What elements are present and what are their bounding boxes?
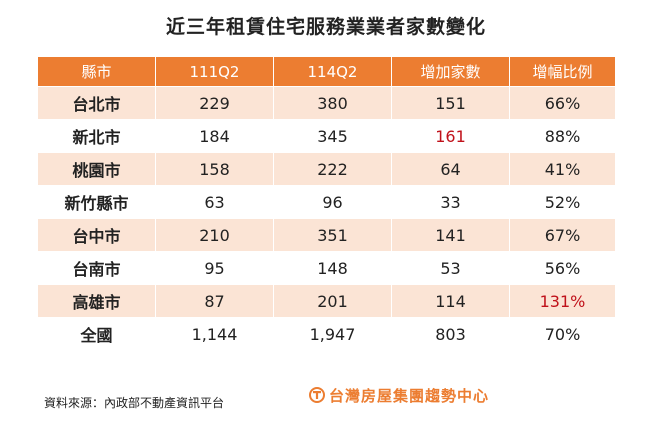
count-111q2-cell: 95 — [155, 251, 274, 285]
count-111q2-cell: 229 — [155, 86, 274, 120]
table-row: 新竹縣市 63 96 33 52% — [37, 185, 616, 219]
column-header-increase: 增加家數 — [391, 56, 510, 87]
county-cell: 新竹縣市 — [37, 185, 156, 219]
count-114q2-cell: 1,947 — [273, 317, 392, 351]
county-cell: 高雄市 — [37, 284, 156, 318]
table-row: 桃園市 158 222 64 41% — [37, 152, 616, 186]
increase-cell: 151 — [391, 86, 510, 120]
column-header-growth-rate: 增幅比例 — [509, 56, 616, 87]
county-cell: 桃園市 — [37, 152, 156, 186]
count-111q2-cell: 210 — [155, 218, 274, 252]
count-114q2-cell: 345 — [273, 119, 392, 153]
taiwan-realty-logo-icon — [309, 387, 325, 403]
table-row: 新北市 184 345 161 88% — [37, 119, 616, 153]
increase-cell: 33 — [391, 185, 510, 219]
count-114q2-cell: 201 — [273, 284, 392, 318]
county-cell: 台中市 — [37, 218, 156, 252]
table-row: 高雄市 87 201 114 131% — [37, 284, 616, 318]
table-row-total: 全國 1,144 1,947 803 70% — [37, 317, 616, 351]
table-row: 台南市 95 148 53 56% — [37, 251, 616, 285]
county-cell: 新北市 — [37, 119, 156, 153]
increase-cell: 803 — [391, 317, 510, 351]
count-114q2-cell: 148 — [273, 251, 392, 285]
growth-rate-cell: 67% — [509, 218, 616, 252]
growth-rate-cell: 70% — [509, 317, 616, 351]
count-111q2-cell: 158 — [155, 152, 274, 186]
brand-logo-text: 台灣房屋集團趨勢中心 — [329, 386, 490, 405]
count-111q2-cell: 87 — [155, 284, 274, 318]
count-114q2-cell: 222 — [273, 152, 392, 186]
count-114q2-cell: 351 — [273, 218, 392, 252]
brand-logo: 台灣房屋集團趨勢中心 — [309, 384, 489, 406]
data-table: 縣市 111Q2 114Q2 增加家數 增幅比例 台北市 229 380 151… — [37, 56, 616, 351]
increase-cell: 114 — [391, 284, 510, 318]
page-title: 近三年租賃住宅服務業業者家數變化 — [165, 16, 486, 38]
source-note: 資料來源：內政部不動產資訊平台 — [44, 396, 225, 410]
increase-cell: 161 — [391, 119, 510, 153]
growth-rate-cell: 41% — [509, 152, 616, 186]
increase-cell: 64 — [391, 152, 510, 186]
increase-cell: 141 — [391, 218, 510, 252]
county-cell: 全國 — [37, 317, 156, 351]
county-cell: 台南市 — [37, 251, 156, 285]
count-111q2-cell: 63 — [155, 185, 274, 219]
count-114q2-cell: 96 — [273, 185, 392, 219]
column-header-111q2: 111Q2 — [155, 56, 274, 87]
count-114q2-cell: 380 — [273, 86, 392, 120]
count-111q2-cell: 184 — [155, 119, 274, 153]
growth-rate-cell: 56% — [509, 251, 616, 285]
table-row: 台北市 229 380 151 66% — [37, 86, 616, 120]
growth-rate-cell: 52% — [509, 185, 616, 219]
growth-rate-cell: 131% — [509, 284, 616, 318]
increase-cell: 53 — [391, 251, 510, 285]
growth-rate-cell: 66% — [509, 86, 616, 120]
column-header-114q2: 114Q2 — [273, 56, 392, 87]
county-cell: 台北市 — [37, 86, 156, 120]
growth-rate-cell: 88% — [509, 119, 616, 153]
table-row: 台中市 210 351 141 67% — [37, 218, 616, 252]
count-111q2-cell: 1,144 — [155, 317, 274, 351]
table-header-row: 縣市 111Q2 114Q2 增加家數 增幅比例 — [37, 56, 616, 87]
column-header-county: 縣市 — [37, 56, 156, 87]
